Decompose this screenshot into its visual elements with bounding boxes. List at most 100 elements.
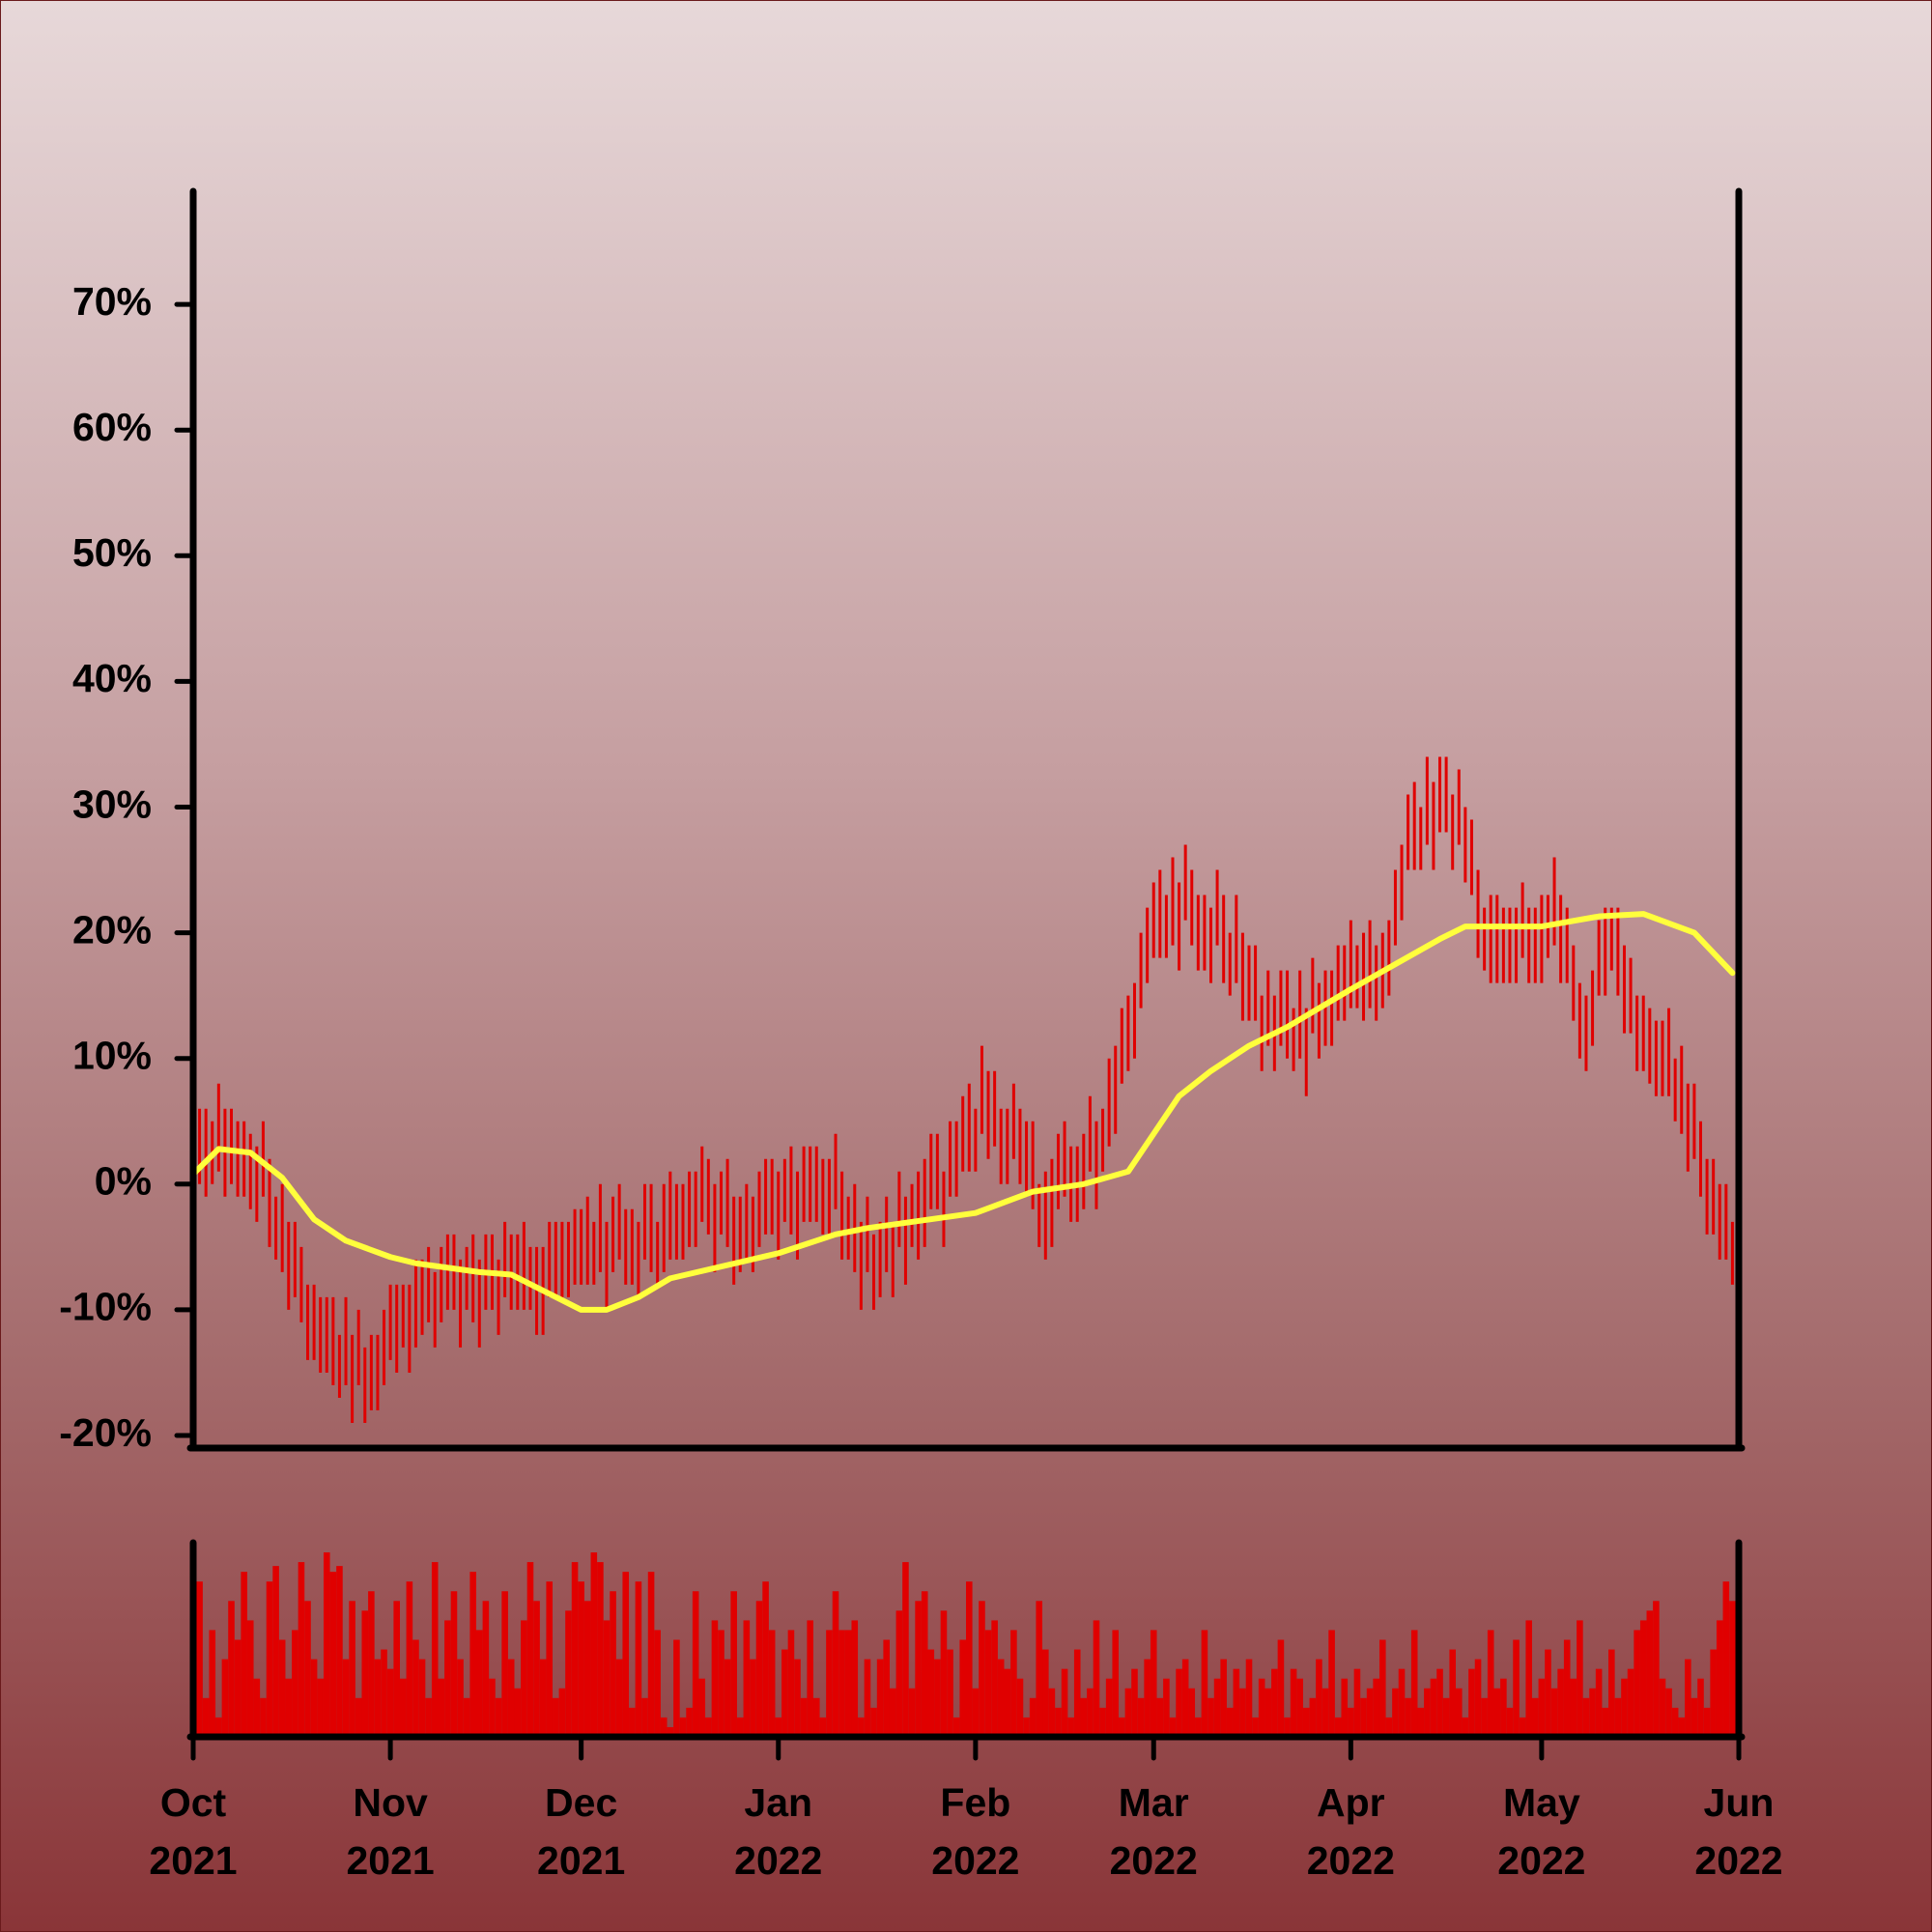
volume-bar — [1290, 1668, 1297, 1737]
volume-bar — [1392, 1688, 1399, 1737]
volume-bar — [1073, 1649, 1081, 1737]
volume-bar — [698, 1678, 706, 1737]
volume-bar — [1029, 1697, 1037, 1737]
volume-bar — [1328, 1630, 1335, 1737]
volume-bar — [1506, 1707, 1514, 1737]
volume-bar — [1316, 1659, 1322, 1737]
volume-bar — [794, 1659, 801, 1737]
volume-bar — [902, 1562, 909, 1737]
volume-bar — [533, 1601, 540, 1737]
volume-bar — [1239, 1688, 1246, 1737]
y-tick-label: 10% — [72, 1034, 152, 1078]
volume-bar — [1685, 1659, 1691, 1737]
volume-bar — [215, 1717, 222, 1737]
volume-bar — [1048, 1688, 1056, 1737]
volume-bar — [1532, 1697, 1539, 1737]
volume-bar — [1284, 1717, 1291, 1737]
x-tick-label: Apr 2022 — [1306, 1780, 1395, 1883]
volume-bar — [1519, 1717, 1526, 1737]
marks — [189, 756, 1736, 1737]
volume-bar — [1348, 1707, 1354, 1737]
y-tick-label: 0% — [95, 1159, 152, 1204]
volume-bar — [571, 1562, 579, 1737]
volume-bar — [1665, 1688, 1672, 1737]
volume-bar — [406, 1581, 413, 1737]
volume-bar — [482, 1601, 490, 1737]
volume-bar — [1163, 1678, 1170, 1737]
volume-bar — [838, 1630, 845, 1737]
x-tick-label: Nov 2021 — [346, 1780, 435, 1883]
volume-bar — [1169, 1717, 1177, 1737]
volume-bar — [1137, 1697, 1145, 1737]
volume-bar — [832, 1591, 839, 1737]
volume-bar — [234, 1639, 242, 1737]
volume-bar — [629, 1707, 636, 1737]
volume-bar — [610, 1591, 616, 1737]
volume-bar — [1226, 1707, 1234, 1737]
volume-bar — [1366, 1688, 1374, 1737]
volume-bar — [323, 1552, 330, 1737]
volume-bar — [826, 1630, 833, 1737]
volume-bar — [1474, 1659, 1482, 1737]
volume-bar — [1468, 1668, 1475, 1737]
volume-bar — [787, 1630, 795, 1737]
volume-bar — [476, 1630, 483, 1737]
y-tick-label: 40% — [72, 656, 152, 700]
volume-bar — [1309, 1697, 1317, 1737]
volume-bar — [673, 1639, 680, 1737]
volume-bar — [1341, 1678, 1349, 1737]
volume-bar — [991, 1620, 998, 1737]
volume-bar — [1321, 1688, 1329, 1737]
volume-bar — [940, 1610, 948, 1737]
volume-bar — [260, 1697, 267, 1737]
volume-bar — [418, 1659, 426, 1737]
volume-bar — [196, 1581, 203, 1737]
volume-bar — [889, 1688, 896, 1737]
volume-bar — [583, 1601, 591, 1737]
moving-average-line — [190, 911, 1736, 1313]
volume-bar — [1264, 1688, 1272, 1737]
volume-bar — [647, 1572, 655, 1737]
volume-bar — [1563, 1639, 1571, 1737]
volume-bar — [1722, 1581, 1730, 1737]
volume-bar — [546, 1581, 554, 1737]
volume-bar — [1105, 1678, 1113, 1737]
volume-bar — [959, 1639, 966, 1737]
volume-bar — [781, 1649, 788, 1737]
volume-bar — [1055, 1707, 1062, 1737]
x-tick-label: Jun 2022 — [1694, 1780, 1783, 1883]
volume-bar — [1436, 1668, 1443, 1737]
volume-bar — [692, 1591, 699, 1737]
volume-bar — [1545, 1649, 1551, 1737]
volume-bar — [1195, 1717, 1202, 1737]
volume-bar — [1385, 1717, 1393, 1737]
volume-bar — [762, 1581, 769, 1737]
volume-bar — [934, 1659, 941, 1737]
volume-bar — [1296, 1678, 1303, 1737]
volume-bar — [667, 1726, 674, 1737]
volume-bar — [915, 1601, 922, 1737]
volume-bar — [1188, 1688, 1196, 1737]
volume-bar — [812, 1697, 820, 1737]
volume-bar — [597, 1562, 604, 1737]
volume-bar — [1417, 1707, 1425, 1737]
volume-bar — [1087, 1688, 1094, 1737]
volume-bar — [1208, 1697, 1214, 1737]
volume-bar — [1449, 1649, 1456, 1737]
volume-bar — [921, 1591, 928, 1737]
volume-bar — [876, 1659, 884, 1737]
volume-bar — [1493, 1688, 1501, 1737]
x-tick-label: Feb 2022 — [931, 1780, 1020, 1883]
volume-bar — [979, 1601, 985, 1737]
volume-bar — [342, 1659, 350, 1737]
volume-bar — [202, 1697, 210, 1737]
volume-bar — [1653, 1601, 1660, 1737]
volume-bar — [381, 1649, 387, 1737]
volume-bar — [660, 1717, 668, 1737]
volume-bar — [412, 1639, 419, 1737]
volume-bar — [501, 1591, 508, 1737]
volume-bar — [1023, 1717, 1030, 1737]
volume-bar — [361, 1610, 369, 1737]
volume-bar — [679, 1717, 687, 1737]
